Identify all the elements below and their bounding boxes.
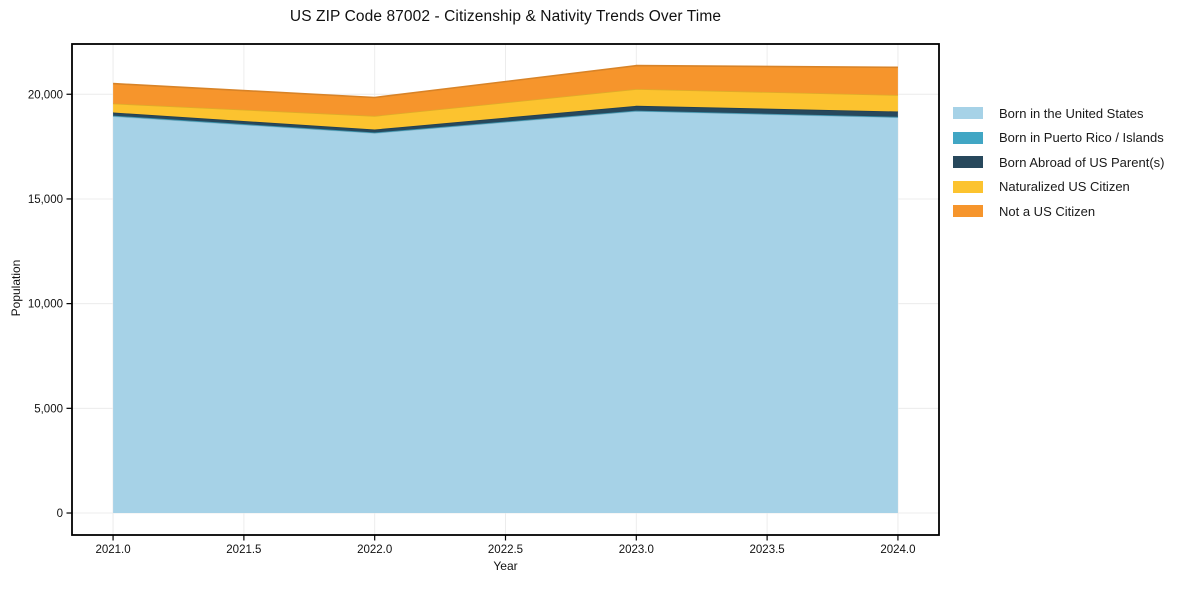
x-tick-label: 2023.0 [619,544,654,556]
legend-label: Born Abroad of US Parent(s) [999,154,1165,170]
chart-title: US ZIP Code 87002 - Citizenship & Nativi… [289,8,722,25]
y-tick-label: 15,000 [28,194,63,206]
legend-label: Naturalized US Citizen [999,179,1130,195]
legend-item-born-abroad: Born Abroad of US Parent(s) [953,150,1164,174]
x-axis-title: Year [493,559,518,573]
legend-item-born-in-us: Born in the United States [953,101,1164,125]
legend-swatch-icon [953,205,983,218]
legend-swatch-icon [953,180,983,193]
legend-swatch-icon [953,107,983,119]
area-naturalized-us-citizen [113,89,898,130]
y-tick-label: 0 [57,508,63,520]
x-tick-label: 2023.5 [750,544,785,556]
area-edge-not-a-us-citizen [113,64,898,99]
x-tick-label: 2022.5 [488,544,523,556]
y-axis-title: Population [9,259,23,317]
legend-item-born-in-puerto-rico: Born in Puerto Rico / Islands [953,126,1164,150]
legend-label: Born in the United States [999,105,1144,121]
x-tick-label: 2021.0 [95,544,130,556]
legend: Born in the United States Born in Puerto… [953,101,1164,224]
y-tick-label: 20,000 [28,89,63,101]
legend-item-naturalized: Naturalized US Citizen [953,175,1164,199]
y-tick-label: 5,000 [34,403,63,415]
x-tick-label: 2022.0 [357,544,392,556]
area-not-a-us-citizen [113,65,898,116]
area-born-in-the-united-states [113,111,898,513]
legend-swatch-icon [953,156,983,169]
legend-label: Born in Puerto Rico / Islands [999,130,1164,146]
legend-swatch-icon [953,131,983,144]
legend-item-not-citizen: Not a US Citizen [953,199,1164,223]
x-tick-label: 2021.5 [226,544,261,556]
legend-label: Not a US Citizen [999,203,1096,219]
x-tick-label: 2024.0 [880,544,915,556]
y-tick-label: 10,000 [28,299,63,311]
